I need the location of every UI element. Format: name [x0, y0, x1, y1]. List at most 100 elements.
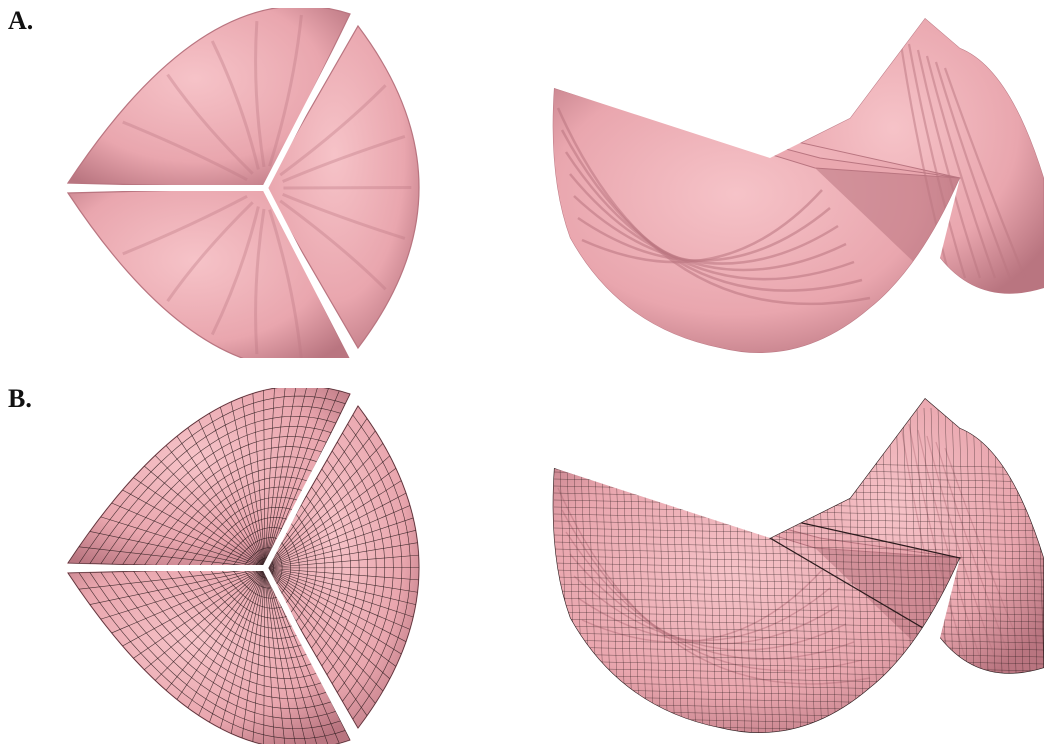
valve-top-view-mesh	[66, 388, 420, 744]
leaflet-right-surface	[264, 24, 420, 350]
mesh-line-horizontal	[553, 632, 1044, 644]
mesh-line-vertical	[671, 467, 683, 739]
leaflet-upper-left-mesh-ring	[155, 466, 313, 566]
leaflet-upper-left-mesh-ring	[242, 547, 275, 568]
leaflet-lower-left-mesh-ring	[155, 570, 313, 669]
leaflet-upper-left-mesh-ring	[199, 507, 294, 567]
commissure-lower	[262, 566, 357, 742]
mesh-line-vertical	[643, 467, 655, 739]
leaflet-upper-left-fold	[210, 40, 260, 170]
valve-oblique-body	[552, 17, 1044, 354]
mesh-line-vertical	[678, 467, 690, 739]
leaflet-upper-left-mesh-ring	[89, 405, 341, 564]
drape-fold	[556, 107, 871, 306]
valve-top-view-shaded	[66, 8, 420, 358]
commissure-lower	[262, 186, 357, 358]
drape-fold	[560, 129, 863, 292]
mesh-line-vertical	[664, 467, 676, 739]
drape-fold	[573, 195, 839, 265]
mesh-line-vertical	[650, 467, 662, 739]
leaflet-upper-left-mesh-ring	[177, 486, 303, 566]
leaflet-lower-left-mesh-ring	[111, 571, 332, 709]
leaflet-right-mesh-ring	[352, 414, 411, 720]
drape-fold	[569, 553, 847, 651]
leaflet-upper-left-fold	[254, 21, 266, 168]
background-mask	[540, 8, 1044, 370]
mesh-line-horizontal	[553, 604, 1044, 616]
mesh-line-vertical	[825, 467, 837, 739]
leaflet-right-mesh-ring	[311, 486, 343, 649]
leaflet-right-mesh-ring	[342, 432, 394, 702]
leaflet-upper-left-mesh-ring	[122, 436, 327, 565]
back-fold	[916, 49, 982, 279]
back-fold	[934, 61, 1012, 279]
leaflet-upper-left-mesh-ring	[188, 496, 299, 567]
mesh-line-horizontal	[553, 625, 1044, 637]
leaflet-right-mesh-ring	[306, 495, 334, 640]
leaflet-right-mesh-ring	[316, 477, 351, 658]
back-fold	[925, 55, 997, 279]
valve-oblique-view-mesh	[540, 388, 1044, 746]
back-fold	[899, 417, 951, 659]
leaflet-lower-left-fold	[166, 201, 254, 303]
leaflet-upper-left-mesh-ring	[210, 517, 289, 567]
mesh-line-horizontal	[553, 534, 1044, 546]
leaflet-right-mesh-ring	[285, 531, 300, 604]
drape-fold	[557, 487, 871, 685]
leaflet-upper-left-mesh-ring	[100, 415, 336, 565]
leaflet-upper-left	[66, 388, 351, 569]
leaflet-right-fold	[279, 84, 387, 177]
mesh-line-horizontal	[553, 611, 1044, 623]
mesh-line-horizontal	[553, 527, 1044, 539]
leaflet-right-mesh-ring	[326, 459, 368, 675]
back-fold	[908, 423, 966, 659]
mesh-line-horizontal	[553, 646, 1044, 658]
leaflet-lower-left-mesh-ring	[242, 568, 275, 589]
mesh-line-vertical	[832, 467, 844, 739]
leaflet-lower-left-mesh-ring	[100, 571, 336, 719]
drape-fold	[565, 531, 855, 660]
back-fold	[898, 37, 952, 279]
mesh-line-horizontal	[553, 576, 1044, 588]
leaflet-right-mesh-ring	[357, 405, 420, 729]
leaflet-upper-left-fold	[122, 120, 248, 181]
leaflet-lower-left-mesh-ring	[122, 571, 327, 699]
leaflet-lower-left-mesh-ring	[166, 570, 308, 659]
mesh-line-horizontal	[553, 520, 1044, 532]
leaflet-lower-left-mesh-ring	[78, 572, 346, 739]
drape-fold	[577, 587, 831, 642]
mesh-line-horizontal	[553, 555, 1044, 567]
mesh-line-horizontal	[553, 541, 1044, 553]
leaflet-lower-left-fold	[268, 209, 303, 358]
leaflet-upper-left-surface	[66, 8, 351, 189]
leaflet-upper-left-mesh-ring	[144, 456, 318, 566]
drape-fold	[569, 173, 847, 272]
valve-oblique-view-shaded	[540, 8, 1044, 370]
leaflet-lower-left-mesh-ring	[220, 568, 284, 609]
drape-fold	[564, 151, 855, 281]
leaflet-lower-left-mesh-ring	[177, 570, 303, 649]
leaflet-right-mesh-ring	[295, 513, 317, 622]
panel-label-a: A.	[8, 6, 34, 35]
leaflet-lower-left-fold	[122, 194, 248, 256]
leaflet-lower-left-fold	[210, 206, 260, 336]
mesh-line-vertical	[657, 467, 669, 739]
leaflet-lower-left-mesh-ring	[133, 571, 322, 689]
leaflet-right-mesh-ring	[300, 504, 326, 631]
mesh-line-horizontal	[553, 618, 1044, 630]
leaflet-right-mesh-ring	[275, 549, 283, 586]
leaflet-lower-left-mesh-ring	[89, 572, 341, 729]
leaflet-lower-left-mesh-ring	[144, 570, 318, 679]
leaflet-upper-left-mesh-ring	[133, 446, 322, 565]
leaflet-upper-left	[66, 8, 351, 189]
commissure-upper	[262, 14, 357, 190]
drape-fold	[581, 569, 823, 643]
leaflet-right-mesh-ring	[280, 540, 291, 595]
cut-plane-shadow	[815, 168, 960, 268]
background-mask	[540, 388, 1044, 746]
leaflet-lower-left-mesh-ring	[199, 569, 294, 629]
back-fold	[926, 435, 996, 659]
mesh-line-vertical	[636, 467, 648, 739]
panel-label-b: B.	[8, 384, 32, 413]
leaflet-right-fold	[279, 199, 387, 291]
